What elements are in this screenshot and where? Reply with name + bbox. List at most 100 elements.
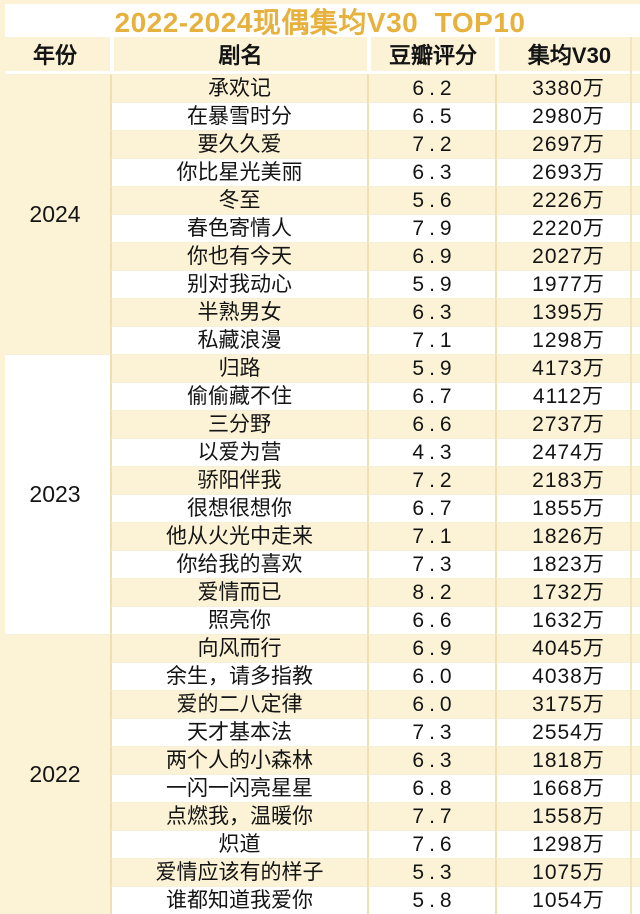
- drama-name-cell: 你比星光美丽: [110, 158, 367, 186]
- douban-rating-cell: 7.1: [367, 326, 495, 354]
- page-title: 2022-2024现偶集均V30 TOP10: [114, 6, 526, 38]
- douban-rating-cell: 7.7: [367, 802, 495, 830]
- ranking-table: 年份 剧名 豆瓣评分 集均V30 2024 承欢记 6.2 3380万在暴雪时分 6.5…: [0, 37, 640, 914]
- v30-value-cell: 2693万: [495, 158, 640, 186]
- v30-value-cell: 2737万: [495, 410, 640, 438]
- douban-rating-cell: 6.8: [367, 774, 495, 802]
- column-header-year: 年份: [0, 37, 110, 74]
- drama-name-cell: 向风而行: [110, 634, 367, 662]
- v30-value-cell: 1855万: [495, 494, 640, 522]
- v30-value-cell: 1732万: [495, 578, 640, 606]
- v30-value-cell: 1298万: [495, 326, 640, 354]
- douban-rating-cell: 5.3: [367, 858, 495, 886]
- v30-value-cell: 4173万: [495, 354, 640, 382]
- v30-value-cell: 1298万: [495, 830, 640, 858]
- drama-name-cell: 谁都知道我爱你: [110, 886, 367, 914]
- drama-name-cell: 骄阳伴我: [110, 466, 367, 494]
- column-header-v30: 集均V30: [495, 37, 640, 74]
- douban-rating-cell: 7.3: [367, 718, 495, 746]
- douban-rating-cell: 7.9: [367, 214, 495, 242]
- v30-value-cell: 4045万: [495, 634, 640, 662]
- douban-rating-cell: 6.5: [367, 102, 495, 130]
- drama-name-cell: 以爱为营: [110, 438, 367, 466]
- douban-rating-cell: 6.3: [367, 158, 495, 186]
- drama-name-cell: 归路: [110, 354, 367, 382]
- drama-name-cell: 天才基本法: [110, 718, 367, 746]
- v30-value-cell: 1558万: [495, 802, 640, 830]
- v30-value-cell: 3175万: [495, 690, 640, 718]
- v30-value-cell: 2980万: [495, 102, 640, 130]
- drama-name-cell: 你也有今天: [110, 242, 367, 270]
- drama-name-cell: 私藏浪漫: [110, 326, 367, 354]
- drama-name-cell: 要久久爱: [110, 130, 367, 158]
- drama-name-cell: 你给我的喜欢: [110, 550, 367, 578]
- douban-rating-cell: 6.6: [367, 410, 495, 438]
- year-cell-2024: 2024: [0, 74, 110, 354]
- v30-value-cell: 2226万: [495, 186, 640, 214]
- v30-value-cell: 4112万: [495, 382, 640, 410]
- douban-rating-cell: 6.9: [367, 242, 495, 270]
- v30-value-cell: 2027万: [495, 242, 640, 270]
- v30-value-cell: 1977万: [495, 270, 640, 298]
- drama-name-cell: 承欢记: [110, 74, 367, 102]
- v30-value-cell: 1818万: [495, 746, 640, 774]
- drama-name-cell: 三分野: [110, 410, 367, 438]
- douban-rating-cell: 6.9: [367, 634, 495, 662]
- drama-name-cell: 爱的二八定律: [110, 690, 367, 718]
- drama-name-cell: 他从火光中走来: [110, 522, 367, 550]
- drama-name-cell: 两个人的小森林: [110, 746, 367, 774]
- v30-value-cell: 4038万: [495, 662, 640, 690]
- douban-rating-cell: 5.6: [367, 186, 495, 214]
- drama-name-cell: 偷偷藏不住: [110, 382, 367, 410]
- column-header-douban-rating: 豆瓣评分: [367, 37, 495, 74]
- douban-rating-cell: 7.2: [367, 130, 495, 158]
- v30-value-cell: 1823万: [495, 550, 640, 578]
- drama-name-cell: 爱情而已: [110, 578, 367, 606]
- drama-name-cell: 炽道: [110, 830, 367, 858]
- douban-rating-cell: 5.9: [367, 354, 495, 382]
- drama-name-cell: 冬至: [110, 186, 367, 214]
- drama-name-cell: 余生，请多指教: [110, 662, 367, 690]
- year-cell-2022: 2022: [0, 634, 110, 914]
- title-row: 2022-2024现偶集均V30 TOP10: [0, 4, 640, 38]
- v30-value-cell: 2220万: [495, 214, 640, 242]
- douban-rating-cell: 6.0: [367, 690, 495, 718]
- douban-rating-cell: 6.3: [367, 746, 495, 774]
- v30-value-cell: 1395万: [495, 298, 640, 326]
- table-top-edge: [0, 0, 640, 4]
- douban-rating-cell: 7.6: [367, 830, 495, 858]
- douban-rating-cell: 4.3: [367, 438, 495, 466]
- v30-value-cell: 2183万: [495, 466, 640, 494]
- douban-rating-cell: 6.7: [367, 382, 495, 410]
- douban-rating-cell: 5.8: [367, 886, 495, 914]
- v30-value-cell: 1054万: [495, 886, 640, 914]
- douban-rating-cell: 7.2: [367, 466, 495, 494]
- drama-name-cell: 半熟男女: [110, 298, 367, 326]
- drama-name-cell: 点燃我，温暖你: [110, 802, 367, 830]
- v30-value-cell: 1632万: [495, 606, 640, 634]
- v30-value-cell: 2697万: [495, 130, 640, 158]
- table-right-edge: [630, 37, 632, 914]
- drama-name-cell: 照亮你: [110, 606, 367, 634]
- douban-rating-cell: 7.1: [367, 522, 495, 550]
- drama-name-cell: 一闪一闪亮星星: [110, 774, 367, 802]
- douban-rating-cell: 6.7: [367, 494, 495, 522]
- douban-rating-cell: 7.3: [367, 550, 495, 578]
- v30-value-cell: 3380万: [495, 74, 640, 102]
- v30-value-cell: 1075万: [495, 858, 640, 886]
- douban-rating-cell: 6.6: [367, 606, 495, 634]
- douban-rating-cell: 6.2: [367, 74, 495, 102]
- v30-value-cell: 2474万: [495, 438, 640, 466]
- douban-rating-cell: 8.2: [367, 578, 495, 606]
- v30-value-cell: 1668万: [495, 774, 640, 802]
- drama-name-cell: 春色寄情人: [110, 214, 367, 242]
- drama-name-cell: 别对我动心: [110, 270, 367, 298]
- column-header-drama-name: 剧名: [110, 37, 367, 74]
- drama-name-cell: 很想很想你: [110, 494, 367, 522]
- year-cell-2023: 2023: [0, 354, 110, 634]
- v30-value-cell: 2554万: [495, 718, 640, 746]
- drama-name-cell: 在暴雪时分: [110, 102, 367, 130]
- v30-value-cell: 1826万: [495, 522, 640, 550]
- douban-rating-cell: 5.9: [367, 270, 495, 298]
- douban-rating-cell: 6.3: [367, 298, 495, 326]
